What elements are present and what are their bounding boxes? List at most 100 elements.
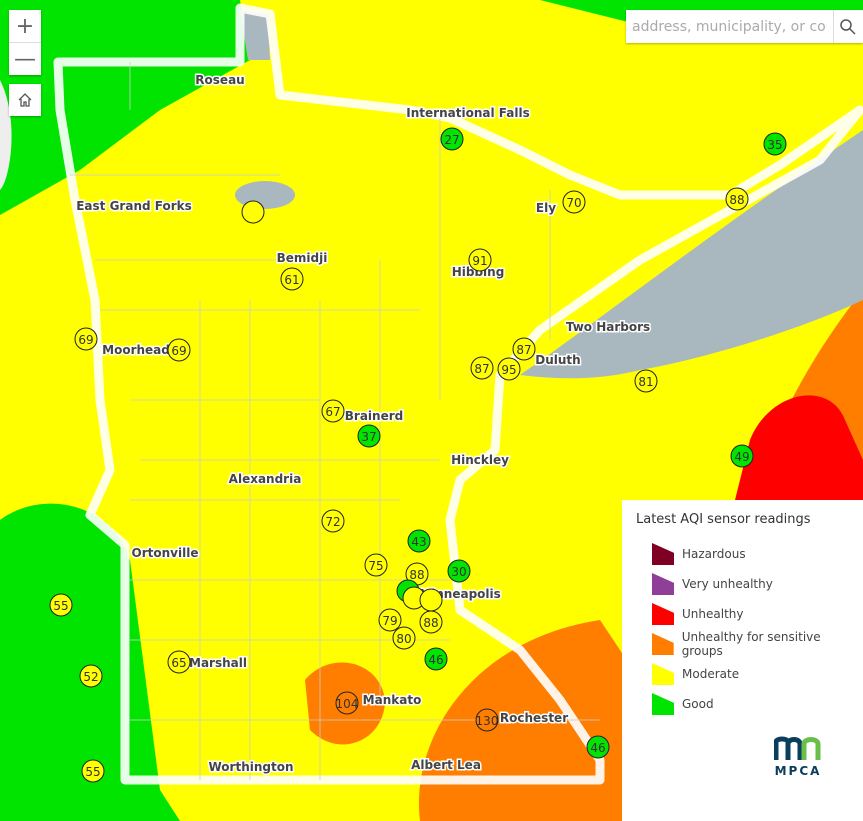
city-label: Ely <box>536 201 556 215</box>
legend-list: Hazardous Very unhealthy Unhealthy Unhealth… <box>652 539 863 719</box>
sensor-marker[interactable]: 27 <box>440 127 464 151</box>
sensor-marker[interactable]: 37 <box>357 424 381 448</box>
city-label: Hibbing <box>452 265 505 279</box>
sensor-aqi: 65 <box>171 656 186 670</box>
sensor-dot <box>440 127 464 151</box>
search-input[interactable] <box>626 10 833 43</box>
search-button[interactable] <box>832 10 863 43</box>
sensor-marker[interactable]: 88 <box>405 562 429 586</box>
sensor-dot <box>512 337 536 361</box>
sensor-marker[interactable]: 88 <box>419 610 443 634</box>
sensor-dot <box>280 267 304 291</box>
sensor-marker[interactable]: 87 <box>470 356 494 380</box>
sensor-marker[interactable]: 81 <box>634 369 658 393</box>
sensor-aqi: 88 <box>729 193 744 207</box>
sensor-dot <box>419 610 443 634</box>
sensor-marker[interactable]: 55 <box>49 593 73 617</box>
city-label: Roseau <box>195 73 244 87</box>
sensor-dot <box>470 356 494 380</box>
legend-item: Unhealthy <box>652 599 863 629</box>
sensor-dot <box>497 357 521 381</box>
legend-panel: Latest AQI sensor readings Hazardous Very… <box>622 500 863 821</box>
sensor-marker[interactable]: 55 <box>81 759 105 783</box>
sensor-aqi: 55 <box>53 599 68 613</box>
sensor-marker[interactable]: 79 <box>378 608 402 632</box>
sensor-marker[interactable]: 35 <box>763 132 787 156</box>
sensor-marker[interactable]: 87 <box>512 337 536 361</box>
mpca-logo-text: MPCA <box>774 764 822 778</box>
sensor-aqi: 30 <box>451 565 466 579</box>
sensor-marker[interactable]: 130 <box>475 708 499 732</box>
good-zone <box>0 503 180 821</box>
sensor-marker[interactable]: 69 <box>74 327 98 351</box>
sensor-aqi: 37 <box>361 430 376 444</box>
sensor-dot <box>167 338 191 362</box>
legend-label: Unhealthy for sensitive groups <box>681 630 821 658</box>
sensor-marker[interactable]: 70 <box>562 190 586 214</box>
legend-label: Very unhealthy <box>682 577 773 591</box>
sensor-aqi: 104 <box>336 697 359 711</box>
sensor-marker[interactable]: 91 <box>468 248 492 272</box>
sensor-marker[interactable]: 75 <box>364 553 388 577</box>
sensor-marker[interactable]: 46 <box>586 735 610 759</box>
sensor-marker[interactable]: 65 <box>167 650 191 674</box>
sensor-marker[interactable]: 46 <box>424 647 448 671</box>
sensor-marker[interactable]: 52 <box>79 664 103 688</box>
sensor-aqi: 79 <box>382 614 397 628</box>
sensor-dot <box>378 608 402 632</box>
city-label: Brainerd <box>345 409 403 423</box>
sensor-dot <box>447 559 471 583</box>
sensor-marker[interactable]: 88 <box>725 187 749 211</box>
legend-label: Good <box>682 697 714 711</box>
legend-swatch <box>652 663 674 685</box>
sensor-marker[interactable]: 95 <box>497 357 521 381</box>
sensor-dot <box>586 735 610 759</box>
sensor-marker[interactable] <box>241 200 265 224</box>
sensor-dot <box>167 650 191 674</box>
home-icon <box>18 93 32 107</box>
legend-item: Good <box>652 689 863 719</box>
sensor-marker[interactable] <box>419 588 443 612</box>
sensor-aqi: 69 <box>171 344 186 358</box>
sensor-dot <box>321 399 345 423</box>
legend-item: Unhealthy for sensitive groups <box>652 629 863 659</box>
home-button[interactable] <box>9 84 41 116</box>
sensor-marker[interactable]: 30 <box>447 559 471 583</box>
sensor-marker[interactable]: 69 <box>167 338 191 362</box>
legend-label: Moderate <box>682 667 740 681</box>
good-zone <box>0 0 250 215</box>
lake-superior <box>520 130 863 379</box>
zoom-control: + — <box>9 10 41 75</box>
sensor-aqi: 46 <box>590 741 605 755</box>
sensor-marker[interactable]: 43 <box>407 529 431 553</box>
sensor-aqi: 67 <box>325 405 340 419</box>
sensor-aqi: 130 <box>476 714 499 728</box>
sensor-dot <box>364 553 388 577</box>
sensor-aqi: 81 <box>638 375 653 389</box>
land-outside-zone <box>0 80 12 190</box>
sensor-marker[interactable]: 104 <box>335 691 359 715</box>
sensor-marker[interactable]: 61 <box>280 267 304 291</box>
sensor-aqi: 75 <box>368 559 383 573</box>
sensor-dot <box>634 369 658 393</box>
sensor-aqi: 70 <box>566 196 581 210</box>
city-label: Moorhead <box>102 343 170 357</box>
sensor-marker[interactable]: 72 <box>321 509 345 533</box>
sensor-aqi: 87 <box>474 362 489 376</box>
sensor-dot <box>335 691 359 715</box>
mpca-logo-mark <box>773 736 821 760</box>
red-lake <box>235 181 295 209</box>
legend-item: Moderate <box>652 659 863 689</box>
sensor-dot <box>392 626 416 650</box>
sensor-marker[interactable]: 67 <box>321 399 345 423</box>
unhealthy-zone <box>735 395 863 500</box>
city-label: Albert Lea <box>411 758 481 772</box>
zoom-out-button[interactable]: — <box>9 42 41 75</box>
city-label: International Falls <box>406 106 529 120</box>
legend-swatch <box>652 573 674 595</box>
zoom-in-button[interactable]: + <box>15 13 35 39</box>
sensor-dot <box>725 187 749 211</box>
sensor-dot <box>468 248 492 272</box>
sensor-marker[interactable]: 80 <box>392 626 416 650</box>
sensor-marker[interactable]: 49 <box>730 444 754 468</box>
